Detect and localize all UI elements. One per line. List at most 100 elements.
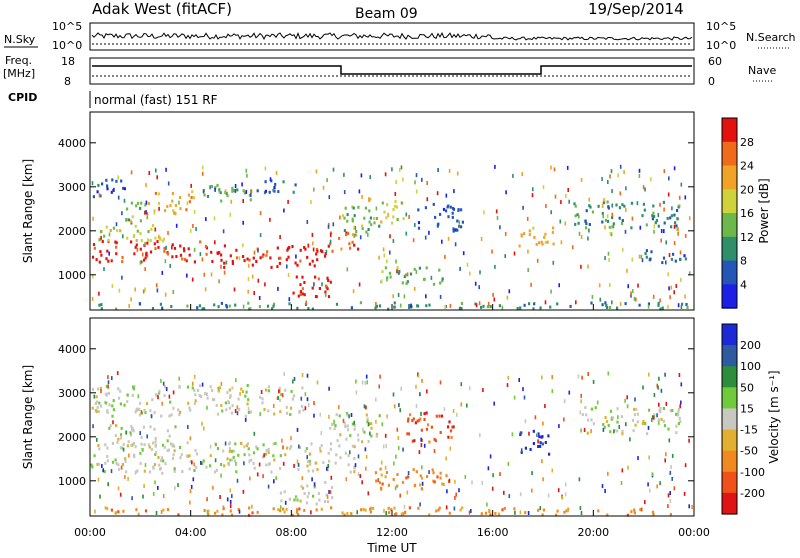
data-cell bbox=[520, 448, 523, 453]
data-cell bbox=[166, 204, 169, 208]
data-cell bbox=[346, 512, 349, 515]
data-cell bbox=[657, 420, 660, 425]
data-cell bbox=[252, 256, 255, 260]
data-cell bbox=[187, 401, 190, 405]
data-cell bbox=[598, 283, 601, 288]
data-cell bbox=[611, 216, 614, 220]
data-cell bbox=[127, 218, 130, 222]
data-cell bbox=[361, 195, 363, 199]
data-cell bbox=[230, 449, 233, 453]
data-cell bbox=[659, 481, 661, 486]
data-cell bbox=[454, 228, 457, 232]
data-cell bbox=[366, 420, 369, 424]
data-cell bbox=[166, 252, 170, 256]
data-cell bbox=[318, 498, 321, 502]
data-cell bbox=[388, 271, 392, 275]
data-cell bbox=[488, 508, 491, 512]
beam-title: Beam 09 bbox=[355, 6, 418, 22]
data-cell bbox=[478, 285, 480, 290]
data-cell bbox=[189, 408, 192, 412]
data-cell bbox=[291, 397, 294, 401]
data-cell bbox=[445, 474, 448, 478]
data-cell bbox=[329, 280, 332, 284]
data-cell bbox=[378, 481, 381, 485]
data-cell bbox=[327, 464, 329, 468]
data-cell bbox=[684, 195, 687, 200]
data-cell bbox=[242, 489, 245, 494]
data-cell bbox=[354, 463, 357, 468]
data-cell bbox=[118, 467, 121, 471]
data-cell bbox=[103, 267, 105, 272]
data-cell bbox=[496, 215, 499, 220]
data-cell bbox=[138, 302, 141, 306]
data-cell bbox=[321, 250, 324, 254]
data-cell bbox=[407, 475, 410, 479]
data-cell bbox=[346, 219, 349, 223]
data-cell bbox=[306, 220, 309, 224]
data-cell bbox=[657, 303, 660, 307]
data-cell bbox=[329, 231, 333, 235]
freq-unit-label: [MHz] bbox=[3, 67, 35, 80]
data-cell bbox=[611, 203, 613, 208]
data-cell bbox=[394, 486, 397, 491]
data-cell bbox=[393, 506, 396, 510]
data-cell bbox=[316, 380, 319, 385]
data-cell bbox=[264, 180, 267, 184]
data-cell bbox=[274, 441, 277, 445]
data-cell bbox=[186, 273, 188, 278]
data-cell bbox=[225, 260, 228, 265]
colorbar-tick-label: -100 bbox=[740, 466, 765, 479]
data-cell bbox=[411, 439, 414, 443]
data-cell bbox=[242, 189, 245, 193]
data-cell bbox=[220, 463, 223, 466]
data-cell bbox=[295, 275, 298, 279]
data-cell bbox=[412, 468, 415, 472]
data-cell bbox=[638, 254, 641, 259]
data-cell bbox=[334, 461, 337, 465]
data-cell bbox=[344, 425, 347, 428]
data-cell bbox=[346, 424, 349, 428]
data-cell bbox=[417, 304, 420, 308]
data-cell bbox=[309, 452, 312, 456]
data-cell bbox=[564, 221, 567, 226]
data-cell bbox=[154, 236, 157, 240]
data-cell bbox=[397, 271, 400, 275]
data-cell bbox=[459, 508, 462, 512]
nave-tick-bottom: 0 bbox=[708, 75, 715, 88]
data-cell bbox=[607, 219, 610, 223]
data-cell bbox=[231, 404, 234, 408]
data-cell bbox=[675, 284, 678, 288]
data-cell bbox=[167, 231, 169, 235]
data-cell bbox=[641, 258, 644, 263]
data-cell bbox=[124, 459, 127, 463]
data-cell bbox=[151, 224, 155, 227]
data-cell bbox=[471, 480, 473, 485]
data-cell bbox=[188, 406, 191, 410]
data-cell bbox=[149, 409, 152, 413]
data-cell bbox=[196, 306, 199, 310]
data-cell bbox=[607, 424, 610, 427]
data-cell bbox=[433, 480, 436, 484]
y-tick-label: 4000 bbox=[58, 343, 86, 356]
data-cell bbox=[279, 509, 282, 513]
data-cell bbox=[190, 183, 192, 188]
data-cell bbox=[158, 467, 162, 471]
data-cell bbox=[395, 259, 397, 264]
data-cell bbox=[393, 404, 396, 409]
data-cell bbox=[203, 272, 206, 277]
data-cell bbox=[117, 486, 120, 491]
data-cell bbox=[618, 216, 621, 220]
data-cell bbox=[93, 394, 96, 399]
data-cell bbox=[163, 445, 166, 449]
x-tick-label: 04:00 bbox=[175, 526, 207, 539]
data-cell bbox=[365, 454, 368, 459]
data-cell bbox=[106, 455, 109, 458]
data-cell bbox=[193, 401, 196, 405]
data-cell bbox=[139, 461, 142, 465]
data-cell bbox=[105, 178, 108, 182]
data-cell bbox=[662, 200, 665, 204]
data-cell bbox=[449, 429, 453, 433]
data-cell bbox=[677, 303, 680, 308]
data-cell bbox=[400, 512, 403, 516]
data-cell bbox=[585, 209, 588, 213]
